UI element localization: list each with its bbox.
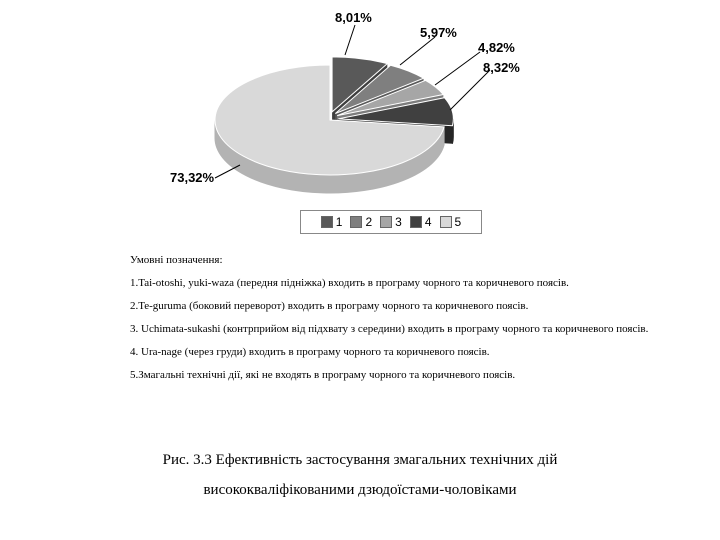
notes-heading: Умовні позначення:: [130, 252, 670, 269]
legend-swatch-2: [350, 216, 362, 228]
legend-swatch-1: [321, 216, 333, 228]
legend-label-3: 3: [395, 215, 402, 229]
notes-item-5: 5.Змагальні технічні дії, які не входять…: [130, 367, 670, 384]
legend-label-2: 2: [365, 215, 372, 229]
slice-label-5: 73,32%: [170, 170, 214, 185]
notes-item-4: 4. Ura-nage (через груди) входить в прог…: [130, 344, 670, 361]
page-root: { "chart": { "type": "pie-3d", "slices":…: [0, 0, 720, 540]
figure-caption: Рис. 3.3 Ефективність застосування змага…: [60, 445, 660, 505]
legend-swatch-4: [410, 216, 422, 228]
caption-line-1: Рис. 3.3 Ефективність застосування змага…: [163, 452, 558, 468]
legend-item-4: 4: [410, 215, 432, 229]
legend-swatch-5: [440, 216, 452, 228]
slice-label-2: 5,97%: [420, 25, 457, 40]
chart-legend: 1 2 3 4 5: [300, 210, 482, 234]
legend-item-2: 2: [350, 215, 372, 229]
notes-item-2: 2.Te-guruma (боковий переворот) входить …: [130, 298, 670, 315]
legend-item-3: 3: [380, 215, 402, 229]
notes-block: Умовні позначення: 1.Tai-otoshi, yuki-wa…: [130, 252, 670, 390]
pie-chart: 8,01% 5,97% 4,82% 8,32% 73,32%: [160, 10, 560, 210]
legend-swatch-3: [380, 216, 392, 228]
legend-item-5: 5: [440, 215, 462, 229]
notes-item-3: 3. Uchimata-sukashi (контрприйом від під…: [130, 321, 670, 338]
legend-label-5: 5: [455, 215, 462, 229]
legend-label-4: 4: [425, 215, 432, 229]
legend-label-1: 1: [336, 215, 343, 229]
slice-label-1: 8,01%: [335, 10, 372, 25]
legend-item-1: 1: [321, 215, 343, 229]
slice-label-3: 4,82%: [478, 40, 515, 55]
caption-line-2: висококваліфікованими дзюдоїстами-чолові…: [203, 482, 516, 498]
slice-label-4: 8,32%: [483, 60, 520, 75]
notes-item-1: 1.Tai-otoshi, yuki-waza (передня підніжк…: [130, 275, 670, 292]
